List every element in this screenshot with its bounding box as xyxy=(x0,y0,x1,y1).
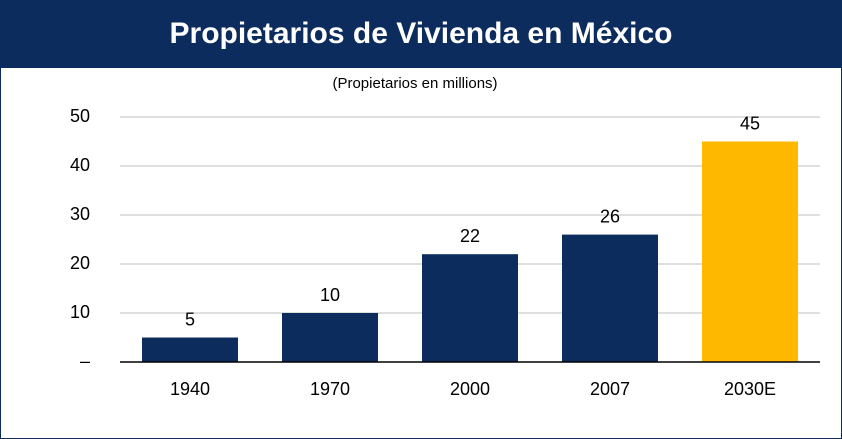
bar xyxy=(422,254,518,362)
y-tick-label: 30 xyxy=(70,204,90,224)
bar xyxy=(562,234,658,362)
value-label: 5 xyxy=(185,309,195,329)
chart-subtitle: (Propietarios en millions) xyxy=(332,75,497,92)
y-tick-label: 20 xyxy=(70,253,90,273)
y-tick-label: – xyxy=(80,351,90,371)
y-tick-label: 50 xyxy=(70,106,90,126)
y-tick-label: 40 xyxy=(70,155,90,175)
value-label: 22 xyxy=(460,226,480,246)
x-tick-label: 2007 xyxy=(590,379,630,399)
value-label: 45 xyxy=(740,113,760,133)
x-tick-label: 2030E xyxy=(724,379,776,399)
x-tick-label: 1940 xyxy=(170,379,210,399)
x-tick-label: 2000 xyxy=(450,379,490,399)
y-tick-label: 10 xyxy=(70,302,90,322)
chart-title: Propietarios de Vivienda en México xyxy=(170,17,673,50)
x-tick-label: 1970 xyxy=(310,379,350,399)
bar xyxy=(142,337,238,362)
title-banner xyxy=(0,0,842,68)
value-label: 10 xyxy=(320,285,340,305)
bar xyxy=(702,141,798,362)
value-label: 26 xyxy=(600,206,620,226)
bar xyxy=(282,313,378,362)
